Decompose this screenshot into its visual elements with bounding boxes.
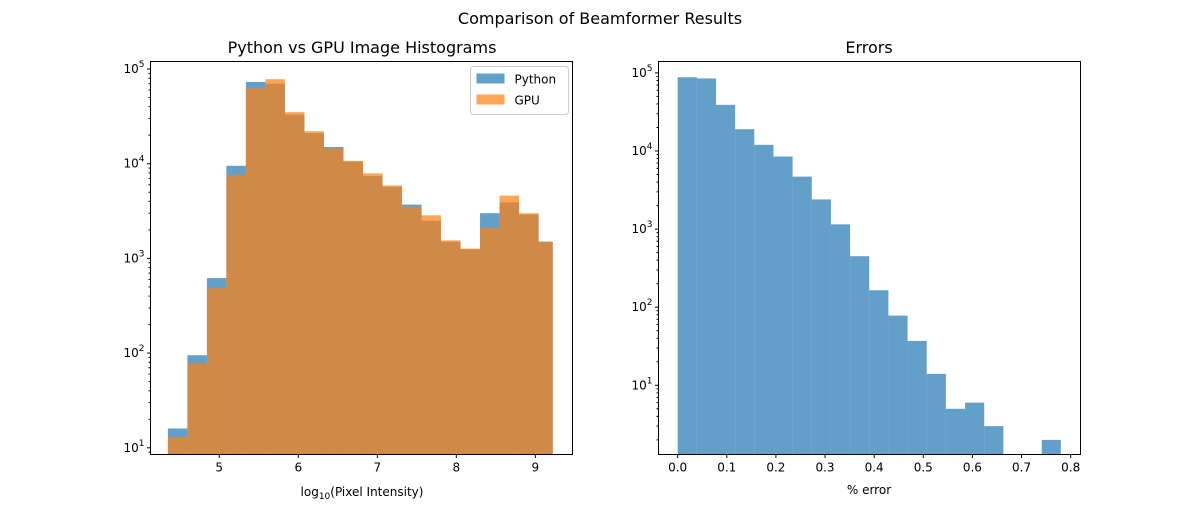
histogram-bar xyxy=(304,131,324,455)
histogram-bar xyxy=(907,340,927,455)
histogram-bar xyxy=(206,287,227,455)
histogram-bar xyxy=(343,160,364,455)
y-tick-label: 101 xyxy=(123,439,144,455)
y-tick-label: 104 xyxy=(631,142,652,158)
x-tick-label: 0.1 xyxy=(717,461,736,475)
histogram-bar xyxy=(984,426,1004,455)
histogram-bar xyxy=(830,224,851,455)
histogram-bar xyxy=(792,176,812,455)
y-tick-label: 103 xyxy=(631,220,652,236)
ticks-group: 0.0 0.1 0.2 0.3 0.4 0.5 0.6 0.7 0.8 101 102 103 104 1… xyxy=(631,64,1080,475)
histogram-bar xyxy=(677,77,697,455)
histogram-bar xyxy=(965,402,985,455)
histogram-bar xyxy=(480,227,500,455)
chart-title: Errors xyxy=(845,38,892,57)
legend: Python GPU xyxy=(470,66,569,115)
bars-group xyxy=(167,79,553,455)
legend-label: GPU xyxy=(515,94,540,108)
y-tick-label: 102 xyxy=(123,344,144,360)
ticks-group: 5 6 7 8 9 101 102 103 104 105 xyxy=(123,60,539,475)
y-tick-label: 105 xyxy=(123,60,144,76)
y-tick-label: 105 xyxy=(631,64,652,80)
histogram-bar xyxy=(519,213,539,455)
x-tick-label: 0.8 xyxy=(1061,461,1080,475)
histogram-bar xyxy=(187,363,207,455)
histogram-bar xyxy=(1041,439,1061,455)
histogram-bar xyxy=(869,290,889,455)
histogram-bar xyxy=(421,215,442,455)
histogram-chart-pixel-intensity: Python vs GPU Image Histograms Python GPU… xyxy=(123,38,573,502)
histogram-bar xyxy=(888,315,908,455)
x-tick-label: 0.0 xyxy=(668,461,687,475)
histogram-bar xyxy=(382,185,403,455)
x-tick-label: 0.5 xyxy=(914,461,933,475)
axes-frame xyxy=(658,61,1081,455)
y-tick-label: 104 xyxy=(123,155,144,171)
histogram-bar xyxy=(773,156,793,455)
x-tick-label: 0.6 xyxy=(963,461,982,475)
histogram-bar xyxy=(167,437,188,455)
legend-swatch xyxy=(476,94,505,105)
histogram-bar xyxy=(696,78,716,455)
x-axis-label: log10(Pixel Intensity) xyxy=(301,485,424,502)
figure-suptitle: Comparison of Beamformer Results xyxy=(458,9,742,28)
bars-group xyxy=(677,77,1061,455)
histogram-bar xyxy=(460,248,481,455)
axes-frame xyxy=(150,61,573,455)
x-tick-label: 0.3 xyxy=(815,461,834,475)
legend-swatch xyxy=(476,73,505,84)
histogram-bar xyxy=(245,88,266,455)
x-tick-label: 9 xyxy=(532,461,540,475)
legend-label: Python xyxy=(515,73,557,87)
histogram-bar xyxy=(226,174,246,455)
histogram-bar xyxy=(811,199,831,455)
chart-title: Python vs GPU Image Histograms xyxy=(228,38,497,57)
y-tick-label: 101 xyxy=(631,376,652,392)
x-tick-label: 0.7 xyxy=(1012,461,1031,475)
histogram-bar xyxy=(926,373,946,455)
histogram-bar xyxy=(538,241,553,455)
x-tick-label: 8 xyxy=(453,461,461,475)
y-tick-label: 102 xyxy=(631,298,652,314)
histogram-bar xyxy=(945,408,966,455)
histogram-bar xyxy=(284,112,305,455)
histogram-chart-errors: Errors 0.0 0.1 0.2 0.3 0.4 0.5 0.6 0.7 0.8 101 102… xyxy=(631,38,1081,497)
histogram-bar xyxy=(402,206,422,455)
y-tick-label: 103 xyxy=(123,249,144,265)
x-tick-label: 6 xyxy=(294,461,302,475)
histogram-bar xyxy=(715,104,736,455)
histogram-bar xyxy=(735,129,755,455)
histogram-bar xyxy=(754,144,774,455)
histogram-bar xyxy=(850,256,870,455)
histogram-bar xyxy=(323,148,344,455)
x-tick-label: 7 xyxy=(373,461,381,475)
histogram-bar xyxy=(265,79,285,455)
histogram-bar xyxy=(441,240,461,455)
x-tick-label: 0.2 xyxy=(766,461,785,475)
x-tick-label: 5 xyxy=(215,461,223,475)
x-axis-label: % error xyxy=(847,483,891,497)
x-tick-label: 0.4 xyxy=(865,461,884,475)
histogram-bar xyxy=(363,173,383,455)
histogram-bar xyxy=(499,195,520,455)
